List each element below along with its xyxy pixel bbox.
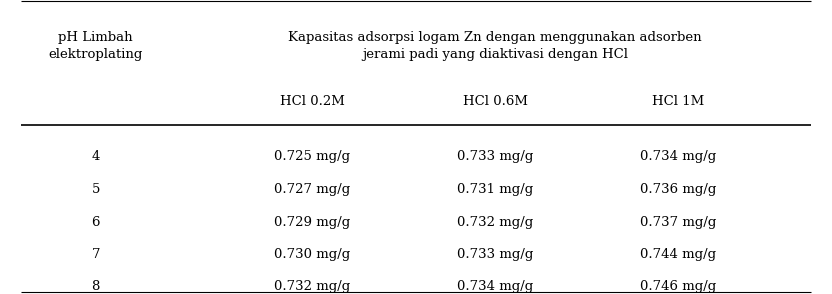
Text: 0.733 mg/g: 0.733 mg/g — [457, 150, 533, 163]
Text: 4: 4 — [92, 150, 100, 163]
Text: 0.737 mg/g: 0.737 mg/g — [640, 216, 716, 229]
Text: 0.725 mg/g: 0.725 mg/g — [274, 150, 350, 163]
Text: HCl 0.2M: HCl 0.2M — [280, 95, 344, 108]
Text: HCl 0.6M: HCl 0.6M — [463, 95, 527, 108]
Text: 6: 6 — [92, 216, 100, 229]
Text: 0.732 mg/g: 0.732 mg/g — [457, 216, 533, 229]
Text: 0.730 mg/g: 0.730 mg/g — [274, 248, 350, 261]
Text: 0.734 mg/g: 0.734 mg/g — [457, 280, 533, 293]
Text: 0.727 mg/g: 0.727 mg/g — [274, 183, 350, 196]
Text: HCl 1M: HCl 1M — [652, 95, 704, 108]
Text: 0.736 mg/g: 0.736 mg/g — [640, 183, 716, 196]
Text: 0.732 mg/g: 0.732 mg/g — [274, 280, 350, 293]
Text: pH Limbah
elektroplating: pH Limbah elektroplating — [48, 31, 143, 61]
Text: 0.731 mg/g: 0.731 mg/g — [457, 183, 533, 196]
Text: 7: 7 — [92, 248, 100, 261]
Text: Kapasitas adsorpsi logam Zn dengan menggunakan adsorben
jerami padi yang diaktiv: Kapasitas adsorpsi logam Zn dengan mengg… — [288, 31, 702, 61]
Text: 0.729 mg/g: 0.729 mg/g — [274, 216, 350, 229]
Text: 0.746 mg/g: 0.746 mg/g — [640, 280, 716, 293]
Text: 5: 5 — [92, 183, 100, 196]
Text: 8: 8 — [92, 280, 100, 293]
Text: 0.734 mg/g: 0.734 mg/g — [640, 150, 716, 163]
Text: 0.744 mg/g: 0.744 mg/g — [640, 248, 716, 261]
Text: 0.733 mg/g: 0.733 mg/g — [457, 248, 533, 261]
